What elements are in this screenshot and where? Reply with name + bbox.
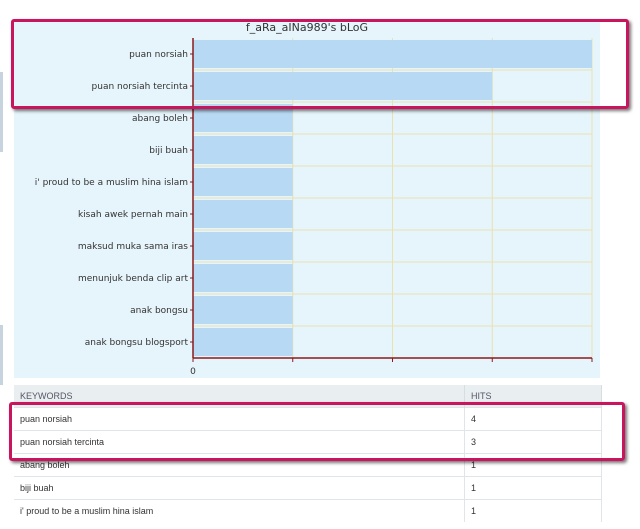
category-label: puan norsiah bbox=[129, 50, 188, 60]
left-edge-mark bbox=[0, 72, 3, 152]
left-edge-mark-lower bbox=[0, 325, 3, 385]
keyword-cell: puan norsiah bbox=[14, 407, 465, 431]
bar bbox=[193, 168, 293, 196]
category-label: maksud muka sama iras bbox=[78, 242, 188, 252]
category-label: kisah awek pernah main bbox=[78, 210, 188, 220]
hits-cell: 1 bbox=[464, 453, 602, 477]
table-header-row: KEYWORDS HITS bbox=[14, 385, 602, 408]
chart-title: f_aRa_aINa989's bLoG bbox=[245, 21, 369, 34]
bar bbox=[193, 264, 293, 292]
category-label: i' proud to be a muslim hina islam bbox=[35, 178, 188, 188]
table-row: puan norsiah 4 bbox=[14, 407, 602, 431]
bar bbox=[193, 104, 293, 132]
header-hits: HITS bbox=[464, 385, 602, 408]
bar bbox=[193, 232, 293, 260]
category-label: biji buah bbox=[149, 146, 188, 156]
table-row: abang boleh 1 bbox=[14, 453, 602, 477]
bar bbox=[193, 40, 592, 68]
keyword-cell: abang boleh bbox=[14, 453, 465, 477]
x-tick-label: 0 bbox=[190, 367, 196, 377]
bar bbox=[193, 328, 293, 356]
table-row: biji buah 1 bbox=[14, 476, 602, 500]
bar-chart: puan norsiah puan norsiah tercinta abang b… bbox=[35, 38, 593, 377]
category-label: anak bongsu blogsport bbox=[85, 338, 189, 348]
keyword-cell: i' proud to be a muslim hina islam bbox=[14, 499, 465, 522]
hits-cell: 1 bbox=[464, 499, 602, 522]
hits-cell: 3 bbox=[464, 430, 602, 454]
category-label: anak bongsu bbox=[130, 306, 188, 316]
keyword-cell: biji buah bbox=[14, 476, 465, 500]
bar bbox=[193, 136, 293, 164]
category-label: menunjuk benda clip art bbox=[78, 274, 188, 284]
category-label: abang boleh bbox=[132, 114, 188, 124]
bar bbox=[193, 72, 493, 100]
keyword-cell: puan norsiah tercinta bbox=[14, 430, 465, 454]
bar bbox=[193, 296, 293, 324]
hits-cell: 1 bbox=[464, 476, 602, 500]
header-keywords: KEYWORDS bbox=[14, 385, 465, 408]
keywords-table: KEYWORDS HITS puan norsiah 4 puan norsia… bbox=[14, 385, 602, 529]
category-label: puan norsiah tercinta bbox=[92, 82, 188, 92]
table-row: i' proud to be a muslim hina islam 1 bbox=[14, 499, 602, 522]
bar bbox=[193, 200, 293, 228]
table-row: puan norsiah tercinta 3 bbox=[14, 430, 602, 454]
hits-cell: 4 bbox=[464, 407, 602, 431]
